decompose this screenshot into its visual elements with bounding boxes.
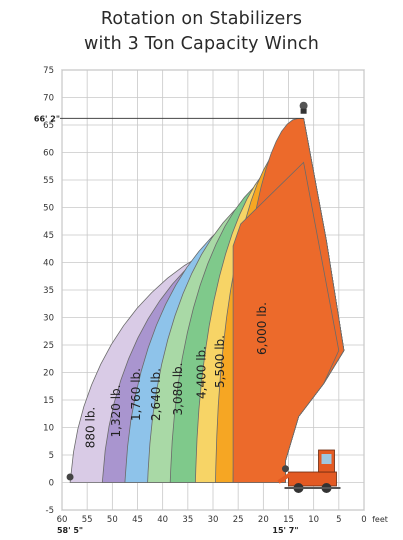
zone-label: 6,000 lb. <box>255 302 269 355</box>
zone-label: 1,760 lb. <box>129 368 143 421</box>
x-tick-label: 5 <box>336 515 341 525</box>
chart-subtitle: with 3 Ton Capacity Winch <box>83 34 320 54</box>
x-tick-label: 30 <box>208 515 219 525</box>
x-tick-label: 55 <box>82 515 93 525</box>
base-hook-icon <box>66 473 74 481</box>
x-tick-label: 0 <box>361 515 366 525</box>
y-tick-label: 25 <box>43 341 54 351</box>
x-tick-label: 50 <box>107 515 118 525</box>
y-tick-label: 45 <box>43 231 54 241</box>
y-tick-label: 65 <box>43 121 54 131</box>
hook-icon-block <box>300 108 307 114</box>
y-tick-label: 40 <box>43 259 54 269</box>
zone-label: 3,080 lb. <box>171 363 185 416</box>
y-tick-label: 0 <box>49 479 54 489</box>
y-tick-label: 5 <box>49 451 54 461</box>
y-tick-label: 20 <box>43 369 54 379</box>
machine-body-icon <box>288 471 337 487</box>
y-tick-label: 15 <box>43 396 54 406</box>
zone-label: 4,400 lb. <box>194 346 208 399</box>
x-marker-label: 15' 7" <box>272 526 298 535</box>
x-unit-label: feet <box>372 515 388 524</box>
base-hook-icon-right <box>281 465 289 473</box>
machine-boom-icon <box>277 472 292 484</box>
machine-window-icon <box>321 454 332 464</box>
y-tick-label: 60 <box>43 149 54 159</box>
zone-label: 880 lb. <box>84 407 98 448</box>
y-tick-label: 10 <box>43 424 54 434</box>
y-tick-label: 35 <box>43 286 54 296</box>
y-tick-label: 75 <box>43 66 54 76</box>
x-tick-label: 15 <box>283 515 294 525</box>
x-tick-label: 40 <box>157 515 168 525</box>
y-tick-label: 55 <box>43 176 54 186</box>
x-tick-label: 60 <box>57 515 68 525</box>
y-tick-label: 50 <box>43 204 54 214</box>
y-marker-label: 66' 2" <box>34 114 60 123</box>
zone-label: 2,640 lb. <box>149 368 163 421</box>
x-tick-label: 10 <box>308 515 319 525</box>
y-tick-label: -5 <box>46 506 54 516</box>
y-tick-label: 30 <box>43 314 54 324</box>
x-tick-label: 25 <box>233 515 244 525</box>
x-tick-label: 20 <box>258 515 269 525</box>
x-tick-label: 45 <box>132 515 143 525</box>
x-marker-label: 58' 5" <box>57 526 83 535</box>
hook-icon <box>299 101 308 110</box>
y-tick-label: 70 <box>43 94 54 104</box>
chart-title: Rotation on Stabilizers <box>100 9 303 29</box>
x-tick-label: 35 <box>182 515 193 525</box>
zone-label: 1,320 lb. <box>109 385 123 438</box>
zone-label: 5,500 lb. <box>213 335 227 388</box>
